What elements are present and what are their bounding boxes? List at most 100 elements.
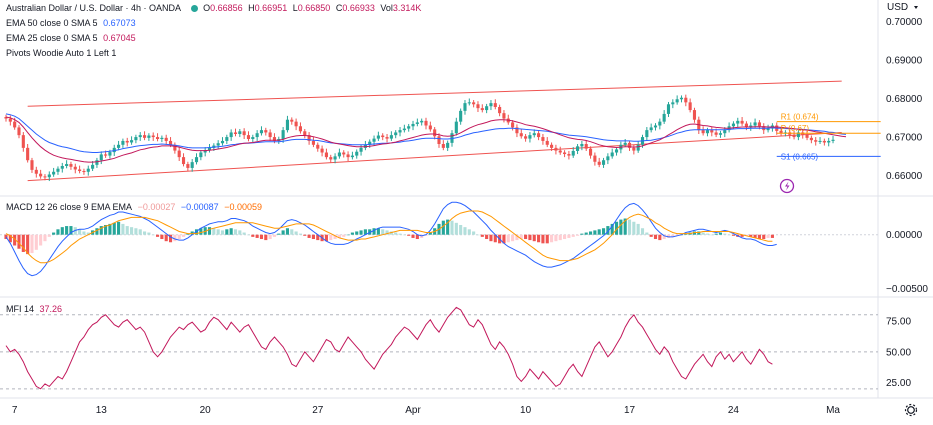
candle-body	[34, 169, 38, 174]
macd-histogram-bar	[86, 232, 90, 235]
macd-histogram-bar	[705, 233, 710, 235]
settings-gear-icon[interactable]	[904, 403, 918, 417]
macd-histogram-bar	[78, 229, 82, 235]
candle-body	[454, 121, 458, 134]
macd-histogram-bar	[463, 227, 467, 235]
candle-body	[498, 106, 502, 114]
candle	[242, 128, 246, 139]
candle	[736, 117, 740, 128]
ohlc-low-label: L	[292, 3, 298, 13]
macd-histogram-bar	[640, 228, 645, 235]
candle-body	[4, 117, 8, 119]
candle-body	[502, 113, 506, 119]
macd-histogram-bar	[17, 234, 21, 249]
candle	[576, 144, 580, 155]
ohlc-high: 0.66951	[254, 3, 288, 13]
candle-body	[792, 134, 796, 138]
macd-histogram-bar	[155, 234, 160, 237]
macd-histogram-bar	[472, 231, 476, 235]
macd-histogram-bar	[515, 234, 519, 241]
macd-histogram-bar	[329, 234, 333, 241]
macd-histogram-bar	[476, 234, 480, 236]
candle	[822, 138, 826, 146]
candle	[155, 133, 160, 142]
macd-legend[interactable]: MACD 12 26 close 9 EMA EMA −0.00027 −0.0…	[6, 201, 265, 213]
symbol-title[interactable]: Australian Dollar / U.S. Dollar · 4h · O…	[6, 3, 182, 13]
candle-body	[649, 127, 653, 131]
candle-body	[82, 171, 86, 173]
macd-histogram-bar	[229, 228, 233, 235]
currency-chevron-icon[interactable]	[914, 6, 918, 9]
candle-body	[809, 137, 813, 141]
candle-body	[39, 173, 43, 177]
candle-body	[47, 174, 51, 178]
candle	[666, 101, 671, 118]
macd-histogram-bar	[411, 234, 415, 238]
candle-body	[359, 147, 363, 152]
candle	[558, 146, 562, 155]
pivot-s1-label: S1 (0.665)	[781, 152, 819, 161]
candle	[809, 135, 813, 144]
candle-body	[666, 104, 671, 114]
candle-body	[251, 137, 255, 139]
candle	[818, 137, 822, 145]
candle-body	[160, 137, 164, 139]
candle	[264, 127, 268, 136]
candle-body	[255, 133, 259, 138]
candle	[207, 144, 212, 153]
time-axis-label: 27	[312, 405, 324, 416]
candle-body	[112, 147, 116, 153]
candle	[346, 151, 350, 161]
macd-histogram-bar	[186, 233, 190, 235]
candle	[805, 130, 809, 141]
macd-axis-tick-label: 0.00000	[886, 230, 923, 241]
ema50-legend[interactable]: EMA 50 close 0 SMA 5 0.67073	[6, 17, 139, 29]
price-axis-tick-label: 0.70000	[886, 17, 923, 28]
macd-line	[5, 201, 777, 277]
candle	[588, 146, 593, 159]
ema25-legend[interactable]: EMA 25 close 0 SMA 5 0.67045	[6, 32, 139, 44]
macd-histogram-bar	[8, 234, 12, 243]
candle-body	[684, 97, 688, 103]
pivots-legend[interactable]: Pivots Woodie Auto 1 Left 1	[6, 47, 119, 59]
candle-body	[818, 140, 822, 142]
mfi-value: 37.26	[39, 304, 63, 314]
candle-body	[30, 160, 34, 170]
candle-body	[766, 128, 770, 131]
candle	[220, 137, 225, 146]
mfi-label: MFI 14	[6, 304, 35, 314]
candle-body	[342, 152, 346, 155]
lightning-icon[interactable]	[779, 178, 795, 194]
macd-histogram-bar	[181, 234, 186, 237]
candle-body	[822, 140, 826, 143]
candle	[233, 128, 238, 137]
candle-body	[290, 119, 294, 122]
candle-body	[558, 150, 562, 153]
candle	[597, 157, 601, 168]
macd-histogram-bar	[34, 234, 38, 250]
candle-body	[143, 135, 147, 138]
currency-label[interactable]: USD	[887, 2, 908, 13]
candle-body	[653, 125, 658, 128]
candle	[554, 144, 558, 155]
candle	[493, 99, 497, 110]
macd-histogram-bar	[359, 230, 363, 235]
macd-histogram-bar	[770, 234, 774, 238]
candle-body	[242, 131, 246, 136]
mfi-legend[interactable]: MFI 14 37.26	[6, 303, 65, 315]
candle-body	[147, 135, 151, 138]
candle	[831, 135, 835, 144]
macd-histogram-bar	[147, 232, 151, 235]
candle	[814, 137, 818, 146]
candle	[173, 142, 177, 154]
candle-body	[446, 142, 450, 148]
macd-histogram-bar	[718, 232, 723, 235]
candle-body	[576, 146, 580, 151]
macd-histogram-bar	[168, 234, 173, 243]
candle	[550, 142, 554, 151]
candle-body	[606, 156, 610, 161]
candle-body	[601, 160, 606, 165]
ohlc-low: 0.66850	[297, 3, 331, 13]
macd-histogram-bar	[60, 227, 64, 235]
